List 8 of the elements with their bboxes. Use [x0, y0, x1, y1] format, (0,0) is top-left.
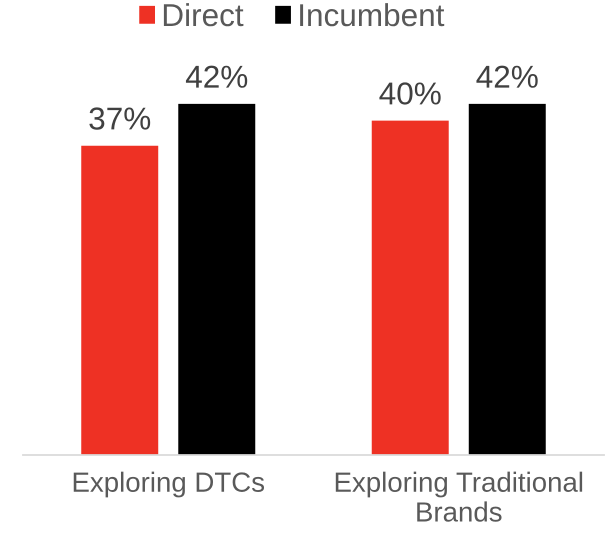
legend-label: Incumbent [300, 3, 444, 26]
x-tick-label: Exploring Traditional Brands [336, 472, 582, 522]
data-label: 42% [476, 66, 538, 88]
data-label: 37% [89, 107, 150, 130]
x-tick-label: Exploring DTCs [74, 472, 264, 498]
data-label: 42% [186, 66, 248, 88]
data-label: 40% [379, 82, 441, 105]
legend-label: Direct [164, 3, 244, 26]
